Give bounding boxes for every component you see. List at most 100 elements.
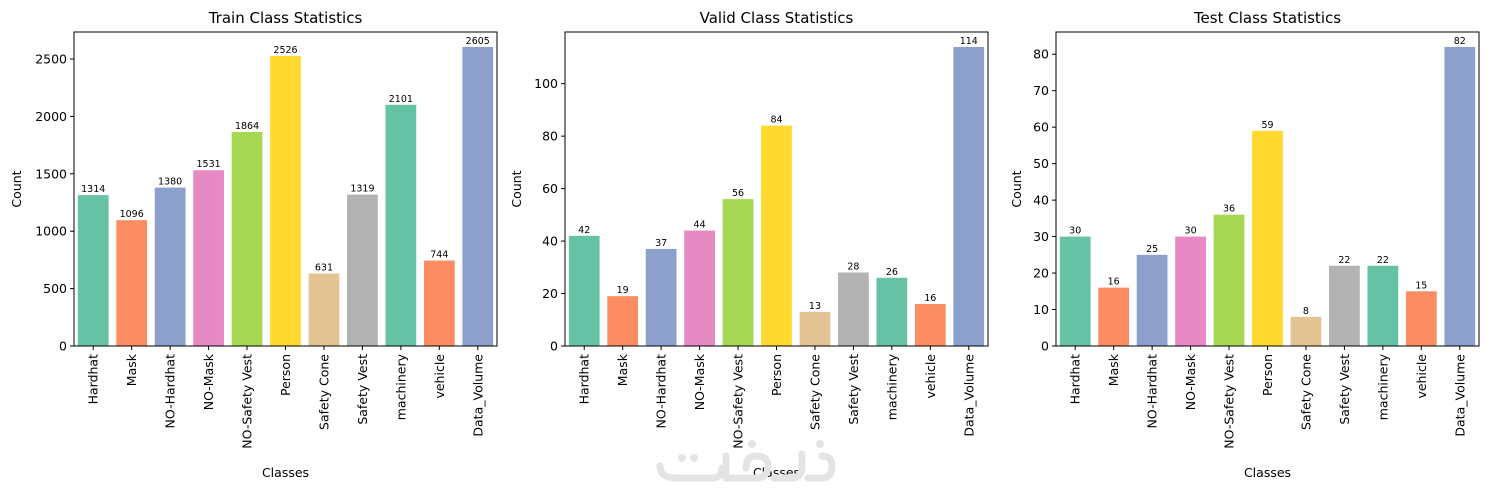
chart-panel-2: 30 16 25 30 36 59 8 22 22 15 82 0 10 20 30 40 50 60 70 80 Ha… xyxy=(1009,9,1480,480)
y-axis-label: Count xyxy=(9,170,24,207)
bar-vehicle xyxy=(914,304,946,346)
x-tick-label: NO-Safety Vest xyxy=(1222,354,1237,449)
y-tick-label: 70 xyxy=(1033,83,1049,98)
bar-no-hardhat xyxy=(1136,254,1168,346)
bar-no-mask xyxy=(1175,236,1206,346)
x-tick-label: vehicle xyxy=(432,354,447,399)
bar-no-hardhat xyxy=(154,187,186,346)
bar-value-label: 1096 xyxy=(120,209,144,220)
x-tick-label: Safety Vest xyxy=(1337,354,1352,425)
y-tick-label: 1500 xyxy=(35,166,67,181)
y-tick-label: 30 xyxy=(1033,229,1049,244)
bar-no-hardhat xyxy=(645,248,677,346)
y-tick-label: 2000 xyxy=(35,109,67,124)
bar-value-label: 82 xyxy=(1454,36,1466,47)
chart-panel-1: 42 19 37 44 56 84 13 28 26 16 114 0 20 40 60 80 100 Hardh… xyxy=(509,9,989,480)
x-tick-label: NO-Safety Vest xyxy=(240,354,255,449)
x-tick-label: Mask xyxy=(124,353,139,386)
bar-value-label: 1864 xyxy=(235,121,259,132)
bar-vehicle xyxy=(423,260,455,346)
y-tick-label: 10 xyxy=(1033,302,1049,317)
x-tick-label: NO-Hardhat xyxy=(163,354,178,429)
bar-value-label: 631 xyxy=(315,263,333,274)
bar-value-label: 2526 xyxy=(273,45,297,56)
y-tick-label: 500 xyxy=(43,281,67,296)
x-tick-label: NO-Mask xyxy=(692,353,707,410)
x-tick-label: vehicle xyxy=(1414,354,1429,399)
bar-mask xyxy=(607,296,639,346)
bar-data-volume xyxy=(1444,46,1476,346)
bar-person xyxy=(1252,130,1283,346)
y-tick-label: 20 xyxy=(1033,266,1049,281)
bar-value-label: 30 xyxy=(1185,226,1197,237)
x-tick-label: Hardhat xyxy=(86,354,101,404)
bar-value-label: 84 xyxy=(770,115,782,126)
bar-machinery xyxy=(385,104,417,346)
bar-value-label: 2101 xyxy=(389,94,413,105)
x-tick-label: Safety Vest xyxy=(846,354,861,425)
bar-value-label: 15 xyxy=(1415,280,1427,291)
x-tick-label: Mask xyxy=(1106,353,1121,386)
chart-title: Valid Class Statistics xyxy=(700,9,854,27)
bar-value-label: 59 xyxy=(1261,120,1273,131)
x-tick-label: machinery xyxy=(393,353,408,420)
bar-hardhat xyxy=(1059,236,1091,346)
bar-safety-cone xyxy=(799,311,831,346)
y-tick-label: 20 xyxy=(542,286,558,301)
x-tick-label: NO-Mask xyxy=(201,353,216,410)
bar-value-label: 8 xyxy=(1303,306,1309,317)
bar-value-label: 19 xyxy=(617,285,629,296)
y-tick-label: 2500 xyxy=(35,51,67,66)
bar-safety-cone xyxy=(308,273,340,346)
y-tick-label: 60 xyxy=(542,181,558,196)
x-tick-label: Data_Volume xyxy=(961,354,976,437)
bar-value-label: 28 xyxy=(847,262,859,273)
y-tick-label: 0 xyxy=(550,339,558,354)
bar-value-label: 26 xyxy=(886,267,898,278)
x-tick-label: NO-Hardhat xyxy=(654,354,669,429)
bar-person xyxy=(270,55,301,347)
bar-no-mask xyxy=(684,230,715,346)
bar-value-label: 1314 xyxy=(81,184,105,195)
bar-value-label: 42 xyxy=(578,225,590,236)
x-tick-label: NO-Hardhat xyxy=(1145,354,1160,429)
y-tick-label: 0 xyxy=(59,339,67,354)
bar-value-label: 25 xyxy=(1146,244,1158,255)
x-tick-label: Data_Volume xyxy=(1452,354,1467,437)
bar-value-label: 44 xyxy=(694,220,706,231)
chart-panel-0: 1314 1096 1380 1531 1864 2526 631 1319 2101 744 26… xyxy=(9,9,498,480)
y-tick-label: 40 xyxy=(1033,193,1049,208)
chart-title: Train Class Statistics xyxy=(208,9,363,27)
bar-value-label: 13 xyxy=(809,301,821,312)
x-tick-label: Safety Cone xyxy=(807,354,822,430)
x-tick-label: Person xyxy=(1260,354,1275,396)
x-tick-label: Person xyxy=(278,354,293,396)
bar-person xyxy=(761,125,792,346)
bar-mask xyxy=(116,220,148,346)
bar-machinery xyxy=(876,277,908,346)
x-tick-label: NO-Mask xyxy=(1183,353,1198,410)
chart-title: Test Class Statistics xyxy=(1193,9,1341,27)
bar-no-mask xyxy=(193,170,224,346)
bar-mask xyxy=(1098,287,1130,346)
bar-data-volume xyxy=(462,46,494,346)
x-tick-label: Safety Vest xyxy=(355,354,370,425)
bar-value-label: 2605 xyxy=(466,36,490,47)
bar-safety-cone xyxy=(1290,316,1322,346)
bar-no-safety-vest xyxy=(231,131,263,346)
x-tick-label: machinery xyxy=(884,353,899,420)
y-tick-label: 50 xyxy=(1033,156,1049,171)
bar-value-label: 1380 xyxy=(158,177,182,188)
bar-hardhat xyxy=(568,235,600,346)
x-tick-label: machinery xyxy=(1375,353,1390,420)
bar-value-label: 30 xyxy=(1069,226,1081,237)
bar-value-label: 114 xyxy=(960,36,978,47)
x-tick-label: Safety Cone xyxy=(316,354,331,430)
x-tick-label: Safety Cone xyxy=(1298,354,1313,430)
x-axis-label: Classes xyxy=(1244,465,1291,480)
y-tick-label: 1000 xyxy=(35,224,67,239)
bar-value-label: 16 xyxy=(924,293,936,304)
y-axis-label: Count xyxy=(1009,170,1024,207)
y-tick-label: 100 xyxy=(534,76,558,91)
